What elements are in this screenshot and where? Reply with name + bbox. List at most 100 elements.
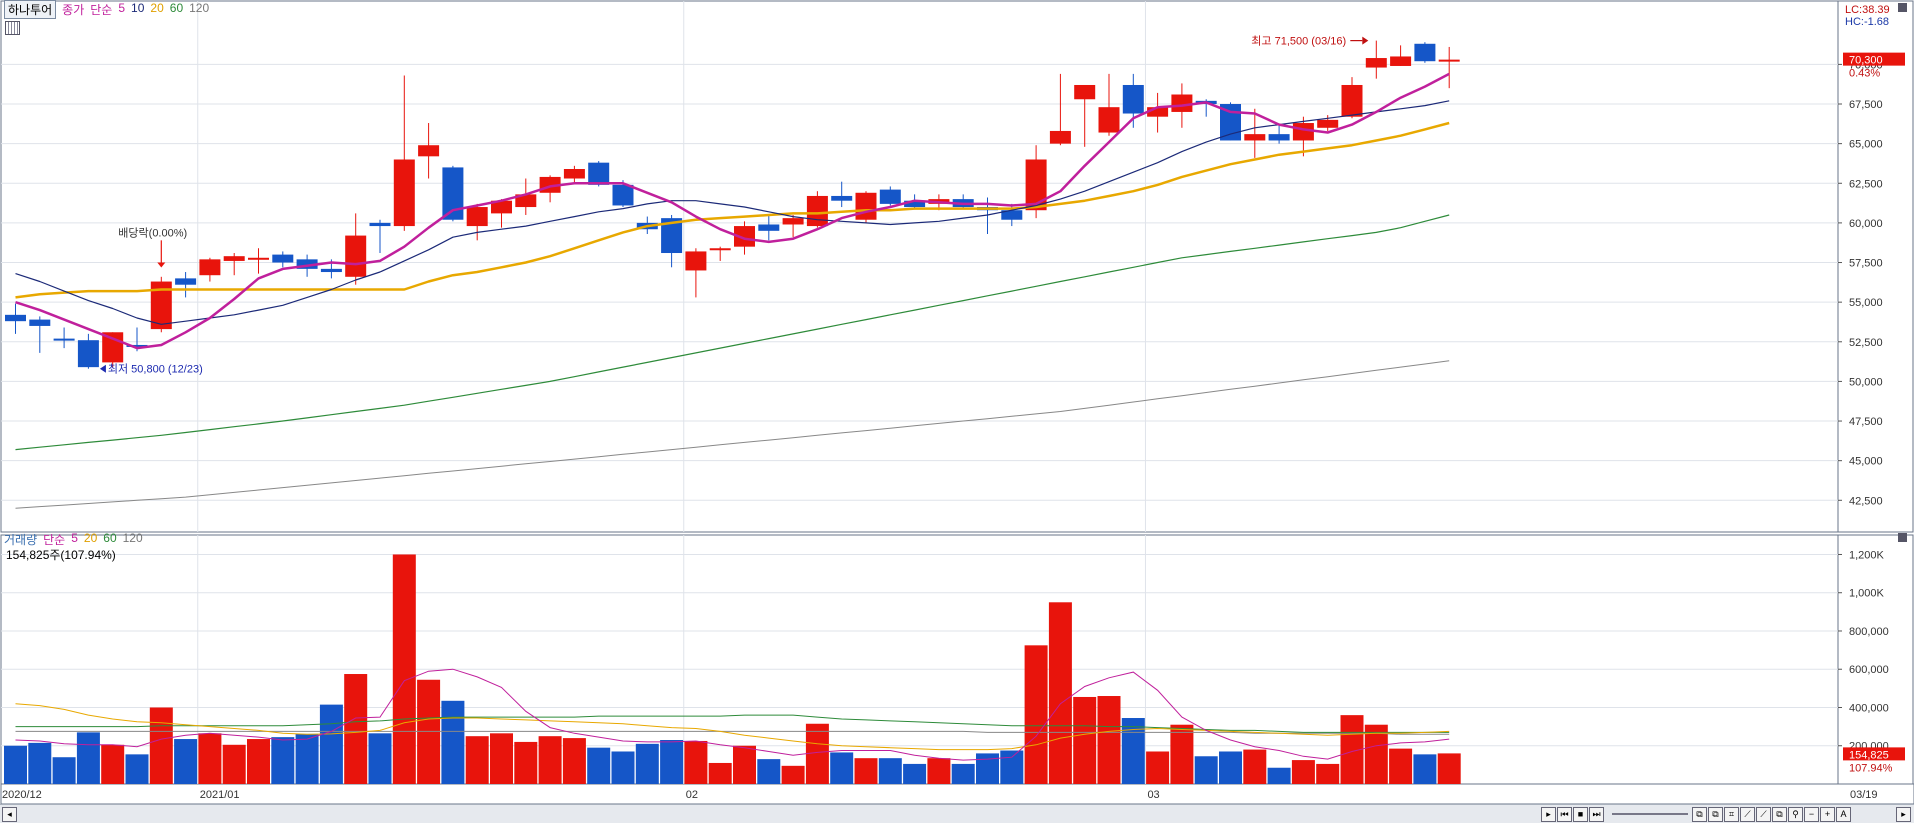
volume-bar: [174, 739, 198, 784]
price-legend-item[interactable]: 120: [189, 0, 210, 15]
volume-panel-header: 거래량 단순 5 20 60 120: [4, 531, 143, 548]
volume-bar: [903, 763, 927, 784]
high-annotation: 최고 71,500 (03/16): [1251, 35, 1346, 48]
candle-body: [879, 189, 901, 204]
volume-legend-item[interactable]: 5: [71, 531, 78, 545]
candle-body: [806, 195, 828, 227]
candle-body: [1001, 210, 1023, 220]
stock-name[interactable]: 하나투어: [4, 0, 57, 19]
grid-icon[interactable]: [5, 21, 20, 35]
candle-body: [1171, 94, 1193, 112]
volume-legend-item[interactable]: 120: [122, 531, 143, 545]
high-arrowhead: [1362, 36, 1369, 45]
candle-body: [1438, 59, 1460, 62]
last-volume-pct-label: 107.94%: [1849, 762, 1893, 774]
tool-icon-6[interactable]: ⧉: [1772, 807, 1787, 822]
scroll-right-icon[interactable]: ▸: [1896, 807, 1911, 822]
candle-body: [1244, 134, 1266, 141]
volume-legend-item[interactable]: 단순: [43, 533, 66, 547]
volume-bar: [538, 736, 562, 784]
volume-bar: [198, 733, 222, 784]
text-tool-icon[interactable]: A: [1836, 807, 1851, 822]
volume-bar: [805, 723, 829, 784]
candle-body: [1049, 130, 1071, 144]
last-price-label: 70,300: [1849, 55, 1883, 67]
last-volume-box: [1843, 747, 1905, 761]
volume-bar: [344, 674, 368, 784]
last-icon[interactable]: ⏭: [1589, 807, 1604, 822]
price-legend-item[interactable]: 단순: [90, 2, 113, 17]
tool-icon-2[interactable]: ⧉: [1708, 807, 1723, 822]
tool-icon-5[interactable]: ⟋: [1756, 807, 1771, 822]
volume-bar: [1267, 767, 1291, 784]
candle-body: [1074, 84, 1096, 100]
stop-icon[interactable]: ■: [1573, 807, 1588, 822]
ma-line-120: [15, 360, 1450, 509]
volume-legend-item[interactable]: 20: [83, 531, 98, 545]
volume-bar: [781, 765, 805, 784]
date-label: 02: [686, 789, 698, 801]
volume-bar: [635, 743, 659, 784]
price-legend-item[interactable]: 10: [131, 0, 145, 15]
candle-body: [855, 192, 877, 220]
volume-tick-label: 400,000: [1849, 702, 1889, 714]
candle-body: [782, 218, 804, 225]
candle-body: [442, 167, 464, 220]
candle-body: [199, 259, 221, 276]
volume-bar: [295, 733, 319, 784]
tool-icon-4[interactable]: ⟋: [1740, 807, 1755, 822]
zoom-in-icon[interactable]: +: [1820, 807, 1835, 822]
play-icon[interactable]: ▸: [1541, 807, 1556, 822]
candle-body: [515, 194, 537, 208]
tool-icon-3[interactable]: ⌗: [1724, 807, 1739, 822]
candle-body: [685, 251, 707, 271]
volume-bar: [1413, 754, 1437, 784]
candle-body: [831, 195, 853, 201]
candle-body: [1122, 84, 1144, 114]
candle-body: [709, 248, 731, 251]
volume-bar: [587, 747, 611, 784]
last-volume-label: 154,825: [1849, 749, 1889, 761]
price-legend-item[interactable]: 20: [150, 0, 164, 15]
volume-bar: [101, 744, 125, 784]
price-legend-item[interactable]: 60: [169, 0, 184, 15]
price-tick-label: 47,500: [1849, 416, 1883, 428]
first-icon[interactable]: ⏮: [1557, 807, 1572, 822]
price-legend-item[interactable]: 5: [118, 0, 126, 15]
volume-bar: [490, 733, 513, 784]
date-label: 03: [1147, 789, 1159, 801]
candle-body: [150, 281, 172, 330]
panel-close-icon[interactable]: [1898, 533, 1907, 542]
volume-legend-item[interactable]: 60: [103, 531, 117, 545]
candle-body: [320, 268, 342, 273]
close-icon[interactable]: [1898, 3, 1907, 12]
volume-bar: [368, 733, 392, 784]
candle-body: [296, 259, 318, 269]
volume-bar: [660, 740, 684, 784]
lc-label: LC:38.39: [1845, 4, 1890, 16]
price-panel-header: 하나투어 종가 단순 5 10 20 60 120: [0, 0, 210, 19]
zoom-slider[interactable]: [1612, 813, 1688, 815]
candle-body: [126, 344, 148, 347]
price-tick-label: 62,500: [1849, 178, 1883, 190]
volume-bar: [1024, 645, 1048, 784]
volume-bar: [1073, 696, 1097, 784]
candle-body: [1414, 43, 1436, 62]
volume-legend-item[interactable]: 거래량: [4, 533, 38, 547]
zoom-out-icon[interactable]: −: [1804, 807, 1819, 822]
scroll-left-icon[interactable]: ◂: [2, 807, 17, 822]
volume-bar: [757, 759, 781, 784]
volume-bar: [514, 741, 538, 784]
magnifier-icon[interactable]: ⚲: [1788, 807, 1803, 822]
candle-body: [758, 224, 780, 231]
price-tick-label: 55,000: [1849, 297, 1883, 309]
change-pct-label: 0.43%: [1849, 68, 1880, 80]
chart-canvas[interactable]: 70,00067,50065,00062,50060,00057,50055,0…: [0, 0, 1914, 805]
price-tick-label: 42,500: [1849, 495, 1883, 507]
candle-body: [1147, 107, 1169, 117]
candle-body: [175, 278, 197, 285]
date-label: 2020/12: [2, 789, 42, 801]
price-legend-item[interactable]: 종가: [62, 2, 85, 17]
tool-icon-1[interactable]: ⧉: [1692, 807, 1707, 822]
